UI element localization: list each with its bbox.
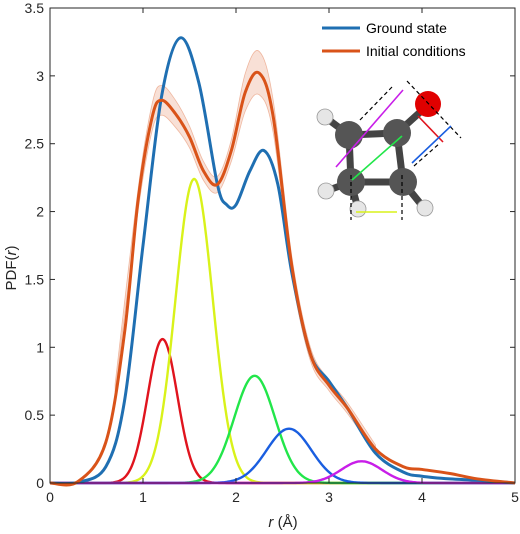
x-tick-label: 3	[325, 489, 333, 505]
x-tick-label: 0	[46, 489, 54, 505]
ground-state-line	[49, 36, 516, 486]
y-tick-label: 3.5	[25, 0, 45, 16]
x-tick-label: 4	[418, 489, 426, 505]
cyclobutanone-molecule-icon	[316, 80, 462, 220]
y-tick-label: 0	[36, 475, 44, 491]
y-axis-label-prefix: PDF(	[3, 256, 20, 291]
y-tick-label: 2	[36, 204, 44, 220]
distance-arrows	[335, 89, 452, 213]
y-tick-label: 1	[36, 339, 44, 355]
carbon-atom	[335, 121, 363, 149]
legend-label-ground-state: Ground state	[366, 20, 447, 36]
plot-frame	[49, 7, 516, 484]
x-tick-label: 1	[139, 489, 147, 505]
component-curves-layer	[49, 177, 515, 485]
legend: Ground state Initial conditions	[322, 20, 466, 59]
distance-guides	[350, 80, 462, 220]
series-lines-layer	[49, 36, 516, 487]
y-axis-label-symbol: r	[3, 250, 20, 256]
carbon-atom	[389, 168, 417, 196]
y-tick-label: 0.5	[25, 407, 45, 423]
y-axis-label: PDF(r)	[3, 246, 20, 291]
initial-conditions-line	[49, 70, 516, 487]
component-curve-4	[49, 427, 515, 485]
carbon-atom	[383, 119, 411, 147]
x-axis-label: r (Å)	[268, 514, 297, 531]
x-axis-label-symbol: r	[268, 514, 274, 531]
legend-label-initial-conditions: Initial conditions	[366, 43, 466, 59]
hydrogen-atom	[316, 108, 334, 126]
hydrogen-atom	[317, 182, 335, 200]
x-tick-label: 5	[511, 489, 519, 505]
y-axis-label-suffix: )	[3, 246, 20, 251]
x-axis-ticks: 0 1 2 3 4 5	[46, 8, 519, 505]
x-tick-label: 2	[232, 489, 240, 505]
y-tick-label: 3	[36, 68, 44, 84]
y-tick-label: 1.5	[25, 271, 45, 287]
hydrogen-atom	[349, 200, 367, 218]
hydrogen-atom	[416, 199, 434, 217]
y-tick-label: 2.5	[25, 136, 45, 152]
x-axis-label-unit: (Å)	[273, 514, 297, 531]
y-axis-ticks: 0 0.5 1 1.5 2 2.5 3 3.5	[25, 0, 515, 491]
